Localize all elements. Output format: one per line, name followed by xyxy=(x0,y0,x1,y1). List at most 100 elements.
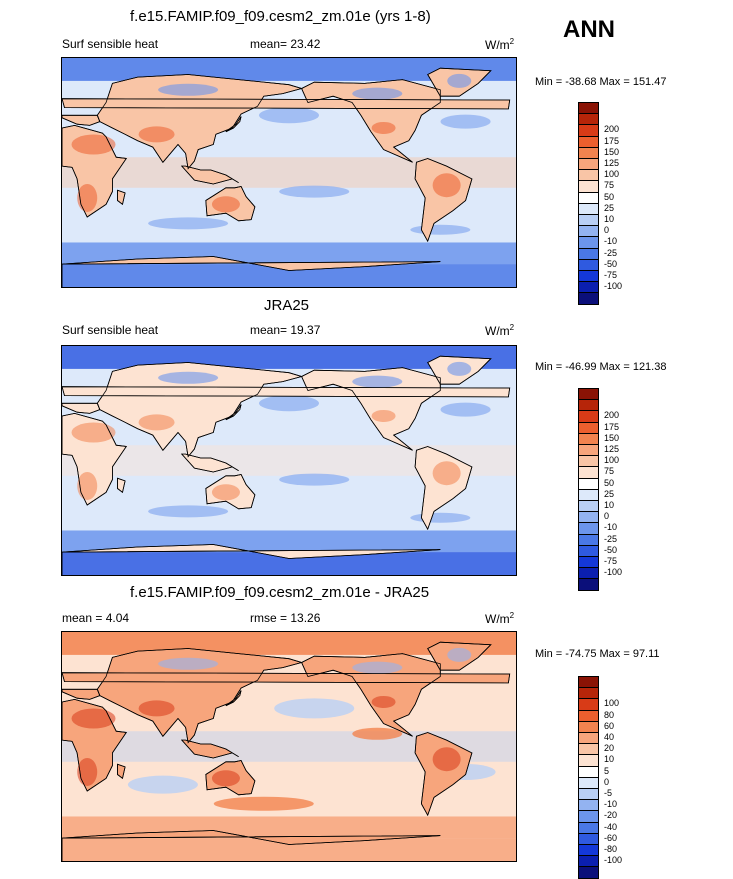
land-coldspot xyxy=(158,83,219,96)
colorbar-tick-label: -100 xyxy=(604,567,623,578)
coastline-madagascar xyxy=(117,763,126,779)
zonal-band xyxy=(62,838,516,861)
colorbar-swatch xyxy=(578,292,599,305)
colorbar-tick-label: -25 xyxy=(604,533,618,544)
ocean-anomaly xyxy=(279,473,350,486)
colorbar-tick-label: 0 xyxy=(604,511,610,522)
land-hotspot xyxy=(71,708,116,729)
colorbar-tick-label: 10 xyxy=(604,214,615,224)
landmass-uk xyxy=(62,98,511,110)
coastline-namerica xyxy=(301,367,441,451)
panel-1-mean-label: mean= 23.42 xyxy=(250,37,321,51)
colorbar-tick-label: 100 xyxy=(604,455,620,466)
ocean-anomaly xyxy=(213,796,314,811)
colorbar-tick-label: 75 xyxy=(604,466,615,477)
colorbar-tick-label: 50 xyxy=(604,477,615,488)
land-hotspot xyxy=(211,196,240,213)
ocean-anomaly xyxy=(127,775,198,794)
colorbar-tick-label: 0 xyxy=(604,776,610,787)
ocean-anomaly xyxy=(274,698,355,719)
colorbar-tick-label: -75 xyxy=(604,270,618,280)
land-coldspot xyxy=(352,87,403,100)
panel-3-mean-label: mean = 4.04 xyxy=(62,611,130,625)
land-coldspot xyxy=(447,647,472,662)
panel-3-minmax: Min = -74.75 Max = 97.11 xyxy=(535,648,660,660)
colorbar-tick-label: 200 xyxy=(604,124,620,135)
colorbar-tick-label: -40 xyxy=(604,821,618,832)
coastline-indonesia xyxy=(180,165,239,185)
coastline-asia xyxy=(96,362,304,458)
coastline-australia xyxy=(205,760,256,796)
colorbar-tick-label: 200 xyxy=(604,410,620,421)
colorbar-swatch xyxy=(578,866,599,879)
land-hotspot xyxy=(138,414,175,431)
colorbar-tick-label: -100 xyxy=(604,281,623,292)
land-coldspot xyxy=(447,73,472,88)
colorbar-tick-label: 175 xyxy=(604,135,620,146)
panel-2-title: JRA25 xyxy=(264,297,310,314)
panel-1-variable-label: Surf sensible heat xyxy=(62,37,159,51)
ocean-anomaly xyxy=(352,727,403,740)
season-label: ANN xyxy=(563,16,615,43)
colorbar-tick-label: 10 xyxy=(604,754,615,765)
panel-2-units: W/m2 xyxy=(485,323,515,338)
coastline-indonesia xyxy=(180,739,239,759)
colorbar-tick-label: 5 xyxy=(604,765,610,776)
land-hotspot xyxy=(77,757,98,786)
colorbar-tick-label: -50 xyxy=(604,544,618,555)
coastline-africa xyxy=(62,124,127,218)
colorbar-tick-label: 100 xyxy=(604,698,620,709)
colorbar-tick-label: -80 xyxy=(604,844,618,854)
landmass-uk xyxy=(62,672,511,684)
coastline-samerica xyxy=(414,732,473,817)
panel-1-title: f.e15.FAMIP.f09_f09.cesm2_zm.01e (yrs 1-… xyxy=(130,8,431,25)
panel-1-map xyxy=(61,57,517,288)
coastline-madagascar xyxy=(117,477,126,493)
panel-2-map xyxy=(61,345,517,576)
colorbar-tick-label: -50 xyxy=(604,258,618,269)
land-coldspot xyxy=(352,661,403,674)
land-hotspot xyxy=(71,134,116,155)
coastline-australia xyxy=(205,474,256,510)
coastline-namerica xyxy=(301,653,441,737)
landmass-uk xyxy=(62,386,511,398)
coastline-greenland xyxy=(427,355,492,385)
colorbar-tick-label: 25 xyxy=(604,202,615,213)
coastline-uk xyxy=(62,386,511,398)
land-hotspot xyxy=(77,183,98,212)
colorbar-tick-label: -10 xyxy=(604,236,618,247)
ocean-anomaly xyxy=(440,402,491,417)
colorbar-tick-label: -75 xyxy=(604,556,618,566)
land-hotspot xyxy=(211,484,240,501)
land-hotspot xyxy=(211,770,240,787)
coastline-europe xyxy=(62,114,101,126)
coastline-antarctica xyxy=(62,256,441,287)
zonal-band xyxy=(62,264,516,287)
coastline-europe xyxy=(62,402,101,414)
panel-2-variable-label: Surf sensible heat xyxy=(62,323,159,337)
land-hotspot xyxy=(432,461,461,486)
colorbar-tick-label: -100 xyxy=(604,855,623,866)
zonal-band xyxy=(62,552,516,575)
coastline-japan xyxy=(225,404,242,421)
colorbar-tick-label: -10 xyxy=(604,522,618,533)
coastline-asia xyxy=(96,648,304,744)
colorbar-tick-label: 125 xyxy=(604,444,620,454)
coastline-antarctica xyxy=(62,830,441,861)
colorbar-tick-label: 150 xyxy=(604,432,620,443)
land-hotspot xyxy=(371,121,396,134)
colorbar-tick-label: 40 xyxy=(604,732,615,742)
colorbar-tick-label: 25 xyxy=(604,488,615,499)
colorbar-tick-label: -25 xyxy=(604,247,618,258)
panel-3-rmse-label: rmse = 13.26 xyxy=(250,611,321,625)
panel-3-title: f.e15.FAMIP.f09_f09.cesm2_zm.01e - JRA25 xyxy=(130,584,430,601)
ocean-anomaly xyxy=(259,107,319,124)
land-hotspot xyxy=(138,126,175,143)
coastline-greenland xyxy=(427,67,492,97)
colorbar-tick-label: -10 xyxy=(604,799,618,810)
colorbar-tick-label: 80 xyxy=(604,709,615,720)
colorbar-tick-label: 75 xyxy=(604,180,615,191)
land-hotspot xyxy=(138,700,175,717)
land-hotspot xyxy=(432,173,461,198)
colorbar-tick-label: -5 xyxy=(604,788,613,798)
